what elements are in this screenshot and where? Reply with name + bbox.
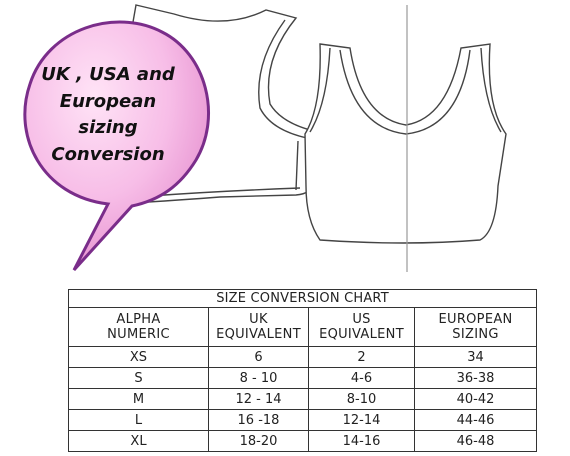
- header-european-sizing: EUROPEAN SIZING: [413, 307, 538, 347]
- front-view-left-armhole-seam: [309, 47, 331, 133]
- front-view-neck-seam: [339, 49, 471, 135]
- cell-us: 2: [308, 346, 415, 368]
- cell-uk: 6: [208, 346, 309, 368]
- cell-uk: 18-20: [208, 430, 309, 452]
- header-line: ALPHA: [116, 312, 161, 327]
- cell-us: 12-14: [308, 409, 415, 431]
- table-title-row: SIZE CONVERSION CHART: [67, 289, 538, 308]
- header-uk-equivalent: UK EQUIVALENT: [208, 307, 309, 347]
- bubble-line-3: sizing: [78, 117, 138, 138]
- cell-alpha: L: [68, 409, 209, 431]
- bubble-line-1: UK , USA and: [41, 64, 175, 85]
- table-title: SIZE CONVERSION CHART: [67, 289, 538, 308]
- cell-alpha: S: [68, 367, 209, 389]
- bubble-line-2: European: [59, 90, 157, 112]
- bubble-caption: UK , USA and European sizing Conversion: [30, 62, 186, 168]
- cell-european: 44-46: [413, 409, 538, 431]
- header-alpha-numeric: ALPHA NUMERIC: [68, 307, 209, 347]
- table-row: XS 6 2 34: [68, 346, 538, 368]
- table-row: L 16 -18 12-14 44-46: [68, 409, 538, 431]
- cell-us: 8-10: [308, 388, 415, 410]
- header-line: UK: [249, 312, 268, 327]
- cell-european: 34: [413, 346, 538, 368]
- cell-uk: 16 -18: [208, 409, 309, 431]
- header-line: SIZING: [452, 327, 499, 342]
- garment-illustration: [23, 4, 507, 272]
- cell-us: 4-6: [308, 367, 415, 389]
- back-view-armhole-seam: [258, 19, 308, 139]
- table-header-row: ALPHA NUMERIC UK EQUIVALENT US EQUIVALEN…: [68, 307, 538, 347]
- table-row: XL 18-20 14-16 46-48: [68, 430, 538, 452]
- table-row: S 8 - 10 4-6 36-38: [68, 367, 538, 389]
- speech-bubble: [23, 20, 210, 272]
- cell-european: 40-42: [413, 388, 538, 410]
- cell-alpha: XL: [68, 430, 209, 452]
- cell-alpha: M: [68, 388, 209, 410]
- back-view-side-seam: [295, 140, 299, 191]
- header-line: EQUIVALENT: [216, 327, 301, 342]
- header-us-equivalent: US EQUIVALENT: [308, 307, 415, 347]
- cell-alpha: XS: [68, 346, 209, 368]
- front-view-right-armhole-seam: [480, 47, 502, 133]
- size-conversion-table: SIZE CONVERSION CHART ALPHA NUMERIC UK E…: [67, 289, 538, 452]
- back-view-hem-seam: [149, 187, 301, 197]
- front-view-garment: [304, 43, 507, 244]
- cell-uk: 12 - 14: [208, 388, 309, 410]
- front-view-outline: [304, 43, 507, 244]
- header-line: EQUIVALENT: [319, 327, 404, 342]
- cell-us: 14-16: [308, 430, 415, 452]
- header-line: EUROPEAN: [438, 312, 513, 327]
- header-line: NUMERIC: [107, 327, 170, 342]
- cell-uk: 8 - 10: [208, 367, 309, 389]
- table-row: M 12 - 14 8-10 40-42: [68, 388, 538, 410]
- cell-european: 46-48: [413, 430, 538, 452]
- header-line: US: [352, 312, 371, 327]
- bubble-line-4: Conversion: [51, 143, 165, 165]
- cell-european: 36-38: [413, 367, 538, 389]
